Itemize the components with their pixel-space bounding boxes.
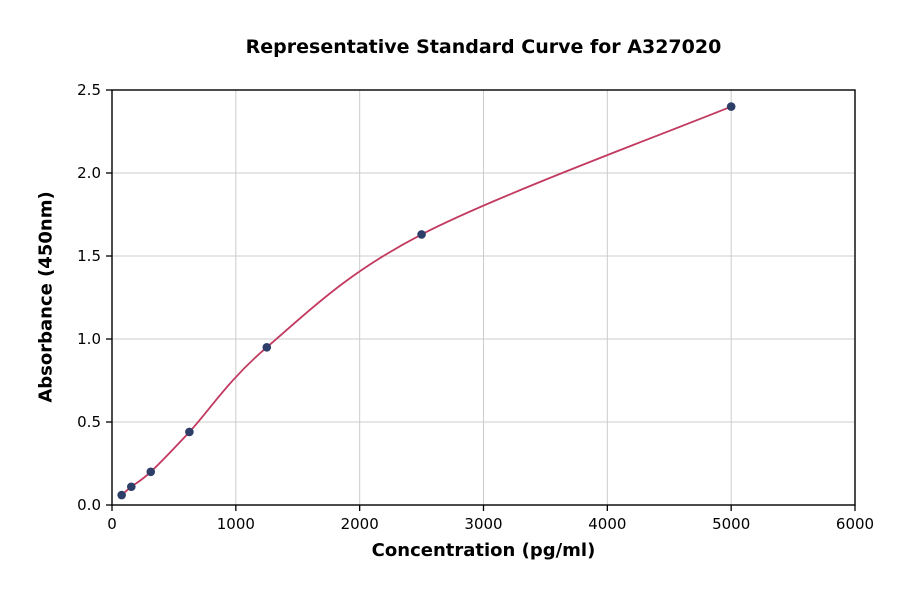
y-tick-label: 0.0 bbox=[77, 496, 101, 514]
x-tick-label: 4000 bbox=[588, 515, 626, 533]
data-point bbox=[726, 102, 736, 111]
data-point bbox=[262, 343, 272, 352]
y-tick-label: 2.5 bbox=[77, 81, 101, 99]
data-point bbox=[127, 482, 136, 492]
data-point bbox=[146, 467, 156, 477]
x-tick-label: 1000 bbox=[217, 515, 255, 533]
data-point bbox=[417, 230, 426, 239]
x-tick-label: 2000 bbox=[341, 515, 379, 533]
x-tick-label: 0 bbox=[107, 515, 117, 533]
axes-border bbox=[111, 89, 856, 506]
data-point bbox=[185, 427, 194, 437]
y-tick-label: 0.5 bbox=[77, 413, 101, 431]
x-axis-label: Concentration (pg/ml) bbox=[371, 540, 596, 561]
x-tick-label: 5000 bbox=[712, 515, 750, 533]
x-tick-label: 3000 bbox=[464, 515, 502, 533]
chart-title: Representative Standard Curve for A32702… bbox=[245, 36, 722, 58]
y-tick-label: 1.5 bbox=[77, 247, 101, 265]
x-tick-label: 6000 bbox=[836, 515, 874, 533]
y-tick-label: 1.0 bbox=[77, 330, 101, 348]
standard-curve bbox=[121, 105, 732, 496]
y-tick-label: 2.0 bbox=[77, 164, 101, 182]
data-point bbox=[117, 490, 126, 500]
